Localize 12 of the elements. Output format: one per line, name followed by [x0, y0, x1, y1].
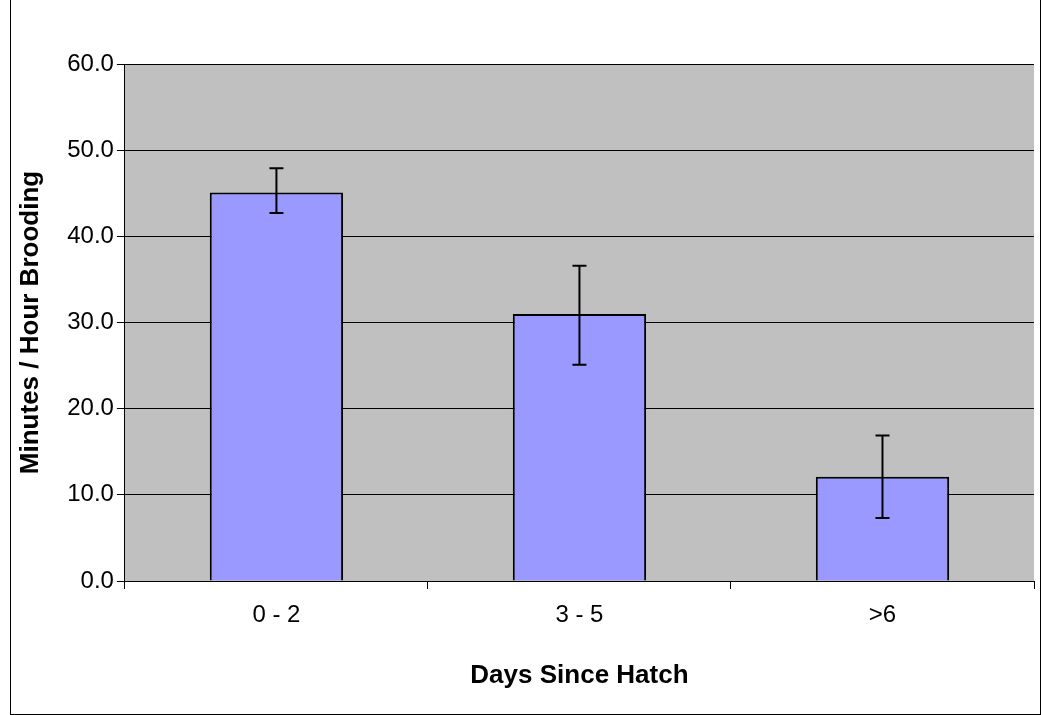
y-tick-label: 0.0 [80, 565, 114, 593]
y-tick-label: 60.0 [67, 48, 114, 76]
y-tick-label: 30.0 [67, 307, 114, 335]
y-axis-title: Minutes / Hour Brooding [13, 170, 44, 475]
y-tick-label: 50.0 [67, 134, 114, 162]
x-tick-label: 3 - 5 [555, 600, 604, 628]
x-axis-title: Days Since Hatch [470, 658, 689, 689]
y-tick-label: 20.0 [67, 393, 114, 421]
x-tick-label: 0 - 2 [252, 600, 301, 628]
y-tick-label: 10.0 [67, 479, 114, 507]
x-tick-label: >6 [868, 600, 897, 628]
y-tick-label: 40.0 [67, 220, 114, 248]
